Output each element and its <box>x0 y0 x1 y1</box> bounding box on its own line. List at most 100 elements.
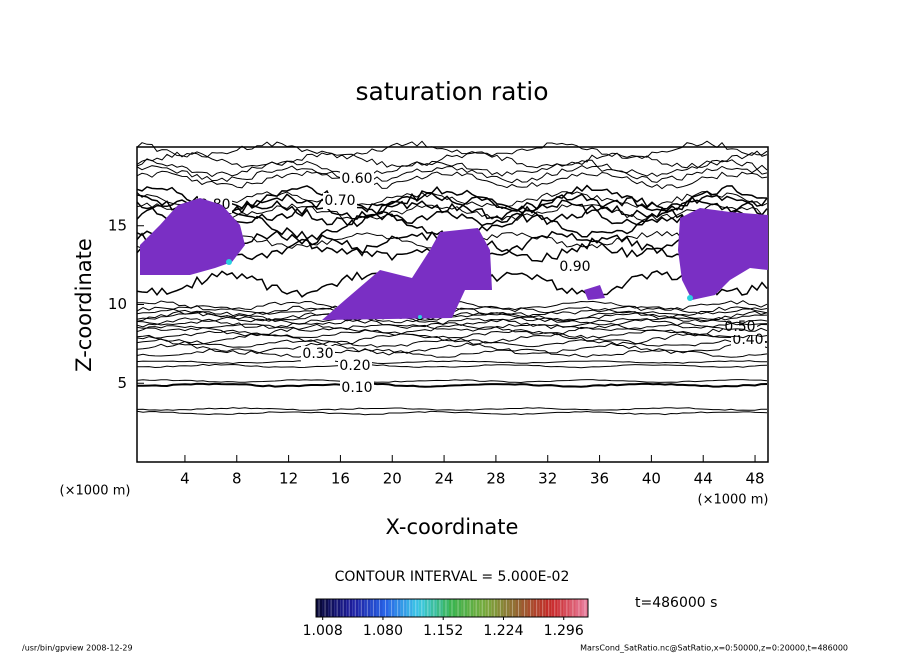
x-unit-label: (×1000 m) <box>60 484 131 499</box>
contour-line <box>137 363 768 369</box>
colorbar-tick-label: 1.152 <box>423 623 463 639</box>
contour-line <box>136 332 768 346</box>
contour-line <box>136 348 768 358</box>
x-tick-label: 36 <box>590 470 609 488</box>
colorbar-cell <box>491 599 498 617</box>
contour-label-bg <box>731 332 765 348</box>
x-tick-label: 28 <box>486 470 505 488</box>
colorbar-cell <box>557 599 564 617</box>
colorbar-cell <box>382 599 389 617</box>
peak-spot <box>687 295 693 301</box>
colorbar-cell <box>424 599 431 617</box>
peak-spot <box>226 259 232 265</box>
colorbar-cell <box>376 599 383 617</box>
colorbar-cell <box>346 599 353 617</box>
footer-left: /usr/bin/gpview 2008-12-29 <box>22 644 133 653</box>
x-tick-label: 8 <box>232 470 242 488</box>
colorbar: 1.008 1.080 1.152 1.224 1.296 <box>303 598 589 639</box>
contour-label-bg <box>558 259 592 275</box>
contour-label-bg <box>338 358 372 374</box>
x-axis-label: X-coordinate <box>386 515 519 539</box>
contour-interval: CONTOUR INTERVAL = 5.000E-02 <box>335 569 570 585</box>
supersaturated-region <box>584 285 605 300</box>
contour-label: 0.10 <box>341 380 372 396</box>
colorbar-cell <box>328 599 335 617</box>
contour-label-bg <box>340 380 374 396</box>
contour-label: 0.70 <box>324 193 355 209</box>
contour-line <box>136 317 768 330</box>
colorbar-cell <box>563 599 570 617</box>
colorbar-cell <box>448 599 456 617</box>
contour-label-bg <box>301 346 335 362</box>
colorbar-cell <box>539 599 546 617</box>
colorbar-cell <box>358 599 365 617</box>
colorbar-cell <box>334 599 341 617</box>
contour-line <box>136 410 768 416</box>
contour-line <box>136 379 768 384</box>
contour-line <box>136 190 768 210</box>
colorbar-cell <box>461 599 468 617</box>
x-tick-label: 4 <box>180 470 190 488</box>
colorbar-tick-label: 1.296 <box>544 623 584 639</box>
contour-label-bg <box>323 193 357 209</box>
colorbar-tick-label: 1.080 <box>363 623 403 639</box>
contour-label: 0.30 <box>302 346 333 362</box>
colorbar-cell <box>551 599 558 617</box>
colorbar-cell <box>569 599 576 617</box>
contour-label: 0.50 <box>724 319 755 335</box>
x-tick-label: 32 <box>538 470 557 488</box>
contour-label-bg <box>340 171 374 187</box>
colorbar-cell <box>533 599 540 617</box>
peak-spot <box>418 315 422 319</box>
supersaturated-region <box>140 198 245 275</box>
contour-line <box>136 196 768 224</box>
colorbar-tick-label: 1.224 <box>483 623 523 639</box>
colorbar-cell <box>418 599 425 617</box>
colorbar-cell <box>316 599 323 617</box>
contours: 0.100.200.300.400.500.600.700.800.90 <box>136 140 768 416</box>
contour-line <box>136 342 768 356</box>
colorbar-frame <box>315 598 589 618</box>
chart-title: saturation ratio <box>355 77 548 106</box>
plot-area <box>140 198 768 320</box>
contour-label: 0.60 <box>341 171 372 187</box>
contour-line <box>136 170 768 190</box>
colorbar-cell <box>436 599 443 617</box>
colorbar-cell <box>406 599 413 617</box>
colorbar-cell <box>509 599 516 617</box>
y-axis-label: Z-coordinate <box>72 238 96 372</box>
contour-line <box>136 360 768 365</box>
colorbar-cell <box>581 599 588 617</box>
colorbar-cell <box>400 599 407 617</box>
contour-line <box>136 202 768 222</box>
x-tick-label: 48 <box>745 470 764 488</box>
colorbar-cell <box>545 599 552 617</box>
colorbar-cell <box>485 599 492 617</box>
colorbar-cell <box>479 599 486 617</box>
x-tick-label: 12 <box>279 470 298 488</box>
y-tick-label: 5 <box>117 374 127 392</box>
y-tick-label: 10 <box>108 295 127 313</box>
y-tick-label: 15 <box>108 216 127 234</box>
colorbar-cell <box>412 599 419 617</box>
contour-line <box>136 150 768 169</box>
x-tick-label: 16 <box>331 470 350 488</box>
colorbar-cell <box>442 599 449 617</box>
contour-label: 0.40 <box>732 332 763 348</box>
supersaturated-region <box>678 208 768 300</box>
colorbar-cell <box>340 599 347 617</box>
x-tick-label: 44 <box>694 470 713 488</box>
time-label: t=486000 s <box>635 595 717 611</box>
colorbar-cell <box>352 599 359 617</box>
contour-line <box>136 407 768 411</box>
contour-label: 0.90 <box>559 259 590 275</box>
colorbar-cell <box>364 599 371 617</box>
colorbar-cell <box>394 599 401 617</box>
colorbar-cell <box>388 599 395 617</box>
colorbar-cell <box>430 599 437 617</box>
supersaturated-region <box>322 228 492 320</box>
colorbar-cell <box>467 599 474 617</box>
contour-line <box>136 140 768 160</box>
colorbar-cell <box>521 599 528 617</box>
